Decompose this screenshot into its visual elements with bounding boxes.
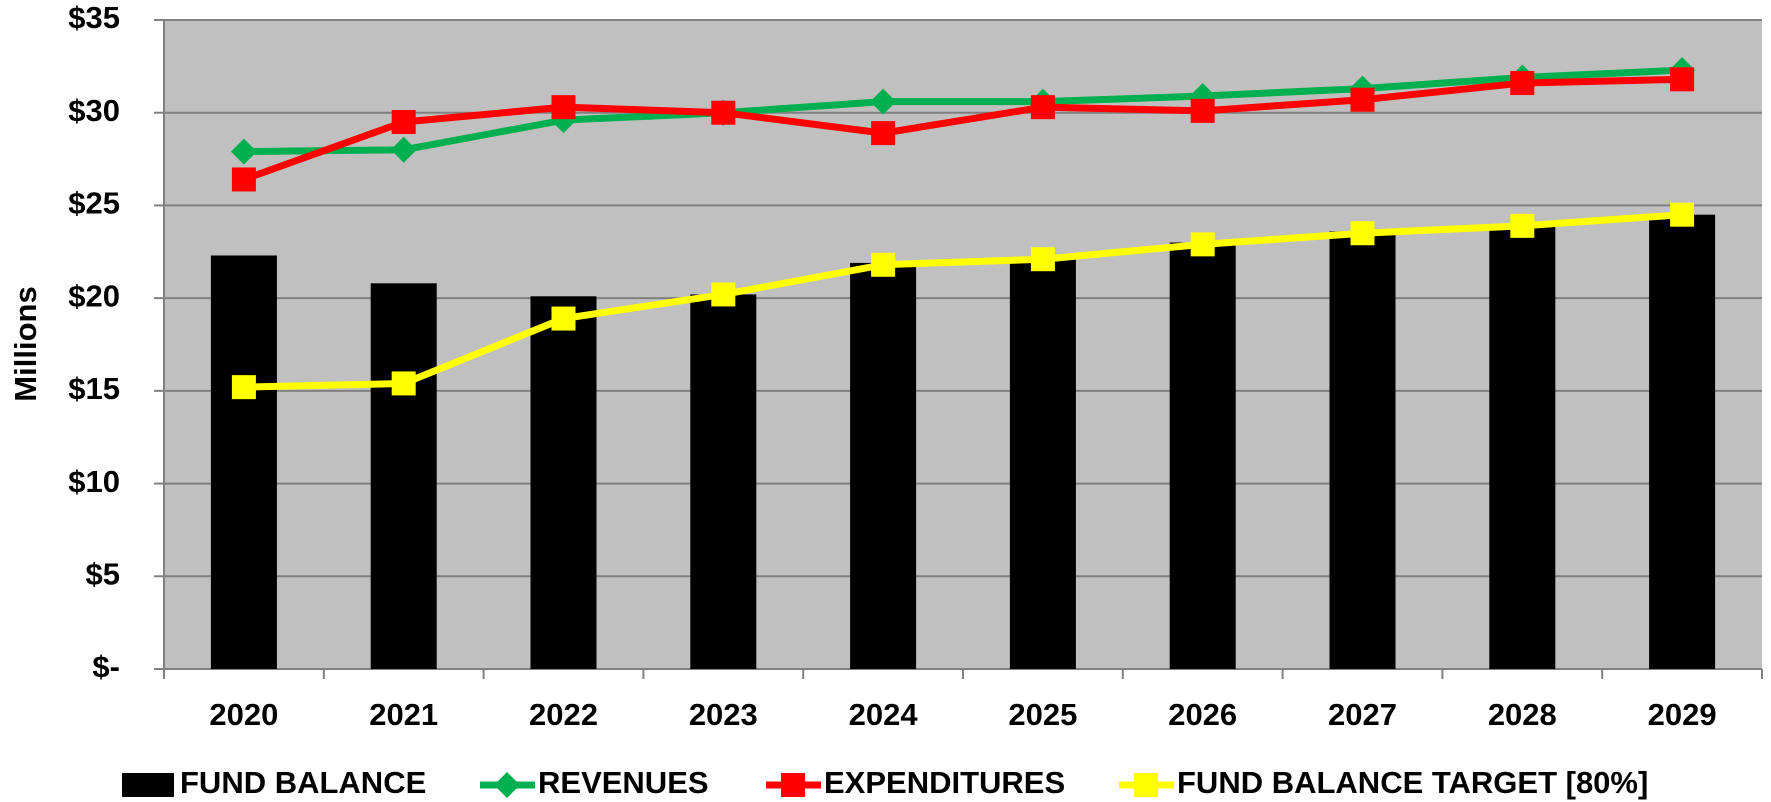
- line: [243, 66, 1683, 156]
- legend-marker: [1134, 773, 1158, 797]
- legend-label: FUND BALANCE: [180, 765, 426, 800]
- y-tick-label: $-: [92, 649, 120, 684]
- point: [1350, 221, 1375, 246]
- legend-swatch: [122, 773, 174, 797]
- point: [390, 136, 417, 163]
- point: [1510, 71, 1535, 96]
- y-axis-title: Millions: [8, 286, 43, 401]
- y-tick-label: $15: [68, 371, 120, 406]
- legend-marker: [781, 773, 805, 797]
- point: [391, 109, 416, 134]
- point: [870, 88, 897, 115]
- x-tick-label: 2029: [1648, 697, 1717, 732]
- bar: [1489, 223, 1556, 669]
- bar: [850, 262, 917, 669]
- x-tick-label: 2023: [689, 697, 758, 732]
- x-tick-label: 2022: [529, 697, 598, 732]
- bar: [1169, 242, 1236, 669]
- x-tick-label: 2024: [849, 697, 919, 732]
- y-tick-label: $35: [68, 0, 120, 35]
- point: [871, 121, 896, 146]
- x-tick-label: 2027: [1328, 697, 1397, 732]
- bar: [1649, 214, 1716, 669]
- bar: [210, 255, 277, 669]
- y-tick-label: $10: [68, 464, 120, 499]
- bar: [690, 294, 757, 669]
- point: [551, 306, 576, 331]
- point: [551, 95, 576, 120]
- point: [1670, 202, 1695, 227]
- legend-label: FUND BALANCE TARGET [80%]: [1177, 765, 1648, 800]
- line: [243, 211, 1683, 391]
- x-tick-label: 2020: [209, 697, 278, 732]
- line: [242, 75, 1683, 183]
- point: [391, 371, 416, 396]
- legend-label: EXPENDITURES: [824, 765, 1065, 800]
- bar: [530, 296, 597, 669]
- point: [231, 375, 256, 400]
- point: [711, 100, 736, 125]
- legend-marker: [494, 772, 520, 798]
- y-tick-label: $25: [68, 186, 120, 221]
- bar: [1009, 259, 1076, 669]
- point: [1030, 247, 1055, 272]
- bar: [370, 283, 437, 669]
- point: [230, 138, 257, 165]
- point: [711, 282, 736, 307]
- point: [1350, 87, 1375, 112]
- x-tick-label: 2021: [369, 697, 438, 732]
- point: [1190, 232, 1215, 257]
- x-tick-label: 2026: [1168, 697, 1237, 732]
- bar: [1329, 231, 1396, 670]
- point: [1030, 95, 1055, 120]
- point: [1510, 213, 1535, 238]
- point: [231, 167, 256, 192]
- x-tick-label: 2025: [1008, 697, 1077, 732]
- x-tick-label: 2028: [1488, 697, 1557, 732]
- y-tick-label: $20: [68, 278, 120, 313]
- y-tick-label: $5: [86, 556, 120, 591]
- point: [871, 252, 896, 277]
- point: [1190, 98, 1215, 123]
- point: [1670, 67, 1695, 92]
- y-tick-label: $30: [68, 93, 120, 128]
- legend-label: REVENUES: [538, 765, 709, 800]
